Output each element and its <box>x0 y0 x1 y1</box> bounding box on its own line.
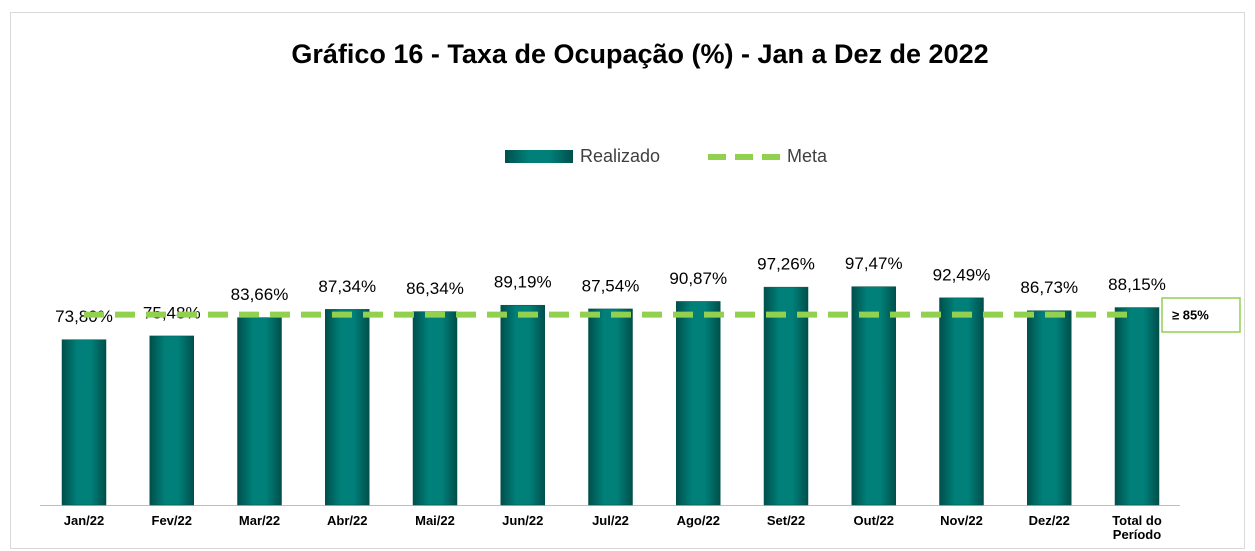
x-tick-label: Mai/22 <box>415 513 455 528</box>
legend-swatch <box>505 150 573 163</box>
data-label: 86,34% <box>406 279 464 298</box>
bar <box>676 301 721 506</box>
data-label: 92,49% <box>933 265 991 284</box>
data-label: 87,34% <box>318 277 376 296</box>
bar <box>412 311 458 506</box>
bar <box>149 335 194 506</box>
x-tick-label: Total do Período <box>1112 513 1162 542</box>
bar <box>325 309 370 506</box>
annotation-box <box>1161 297 1241 333</box>
bar <box>588 308 633 506</box>
data-label: 86,73% <box>1020 278 1078 297</box>
data-label: 83,66% <box>231 285 289 304</box>
chart-title: Gráfico 16 - Taxa de Ocupação (%) - Jan … <box>291 39 988 69</box>
x-tick-label: Fev/22 <box>151 513 192 528</box>
data-label: 90,87% <box>669 269 727 288</box>
x-tick-label: Jun/22 <box>502 513 544 528</box>
data-label: 87,54% <box>582 276 640 295</box>
bar <box>237 317 282 506</box>
bar <box>1114 307 1160 506</box>
data-label: 89,19% <box>494 273 552 292</box>
bar <box>500 304 545 506</box>
x-tick-label: Dez/22 <box>1028 513 1070 528</box>
x-tick-label: Nov/22 <box>940 513 983 528</box>
data-label: 88,15% <box>1108 275 1166 294</box>
x-tick-label: Ago/22 <box>676 513 720 528</box>
annotation: ≥ 85% <box>1172 307 1209 322</box>
data-label: 97,26% <box>757 255 815 274</box>
data-label: 75,48% <box>143 303 201 322</box>
x-tick-label: Out/22 <box>853 513 894 528</box>
bar <box>939 297 984 506</box>
x-tick-label: Jul/22 <box>592 513 629 528</box>
legend-label: Realizado <box>580 146 660 166</box>
bar <box>851 286 896 506</box>
data-label: 97,47% <box>845 254 903 273</box>
legend-label: Meta <box>787 146 828 166</box>
bar <box>61 339 107 506</box>
x-tick-label: Abr/22 <box>327 513 368 528</box>
x-tick-label: Mar/22 <box>238 513 281 528</box>
x-tick-label: Set/22 <box>766 513 806 528</box>
bar <box>763 286 809 506</box>
x-tick-label: Jan/22 <box>63 513 105 528</box>
bar <box>1027 310 1072 506</box>
